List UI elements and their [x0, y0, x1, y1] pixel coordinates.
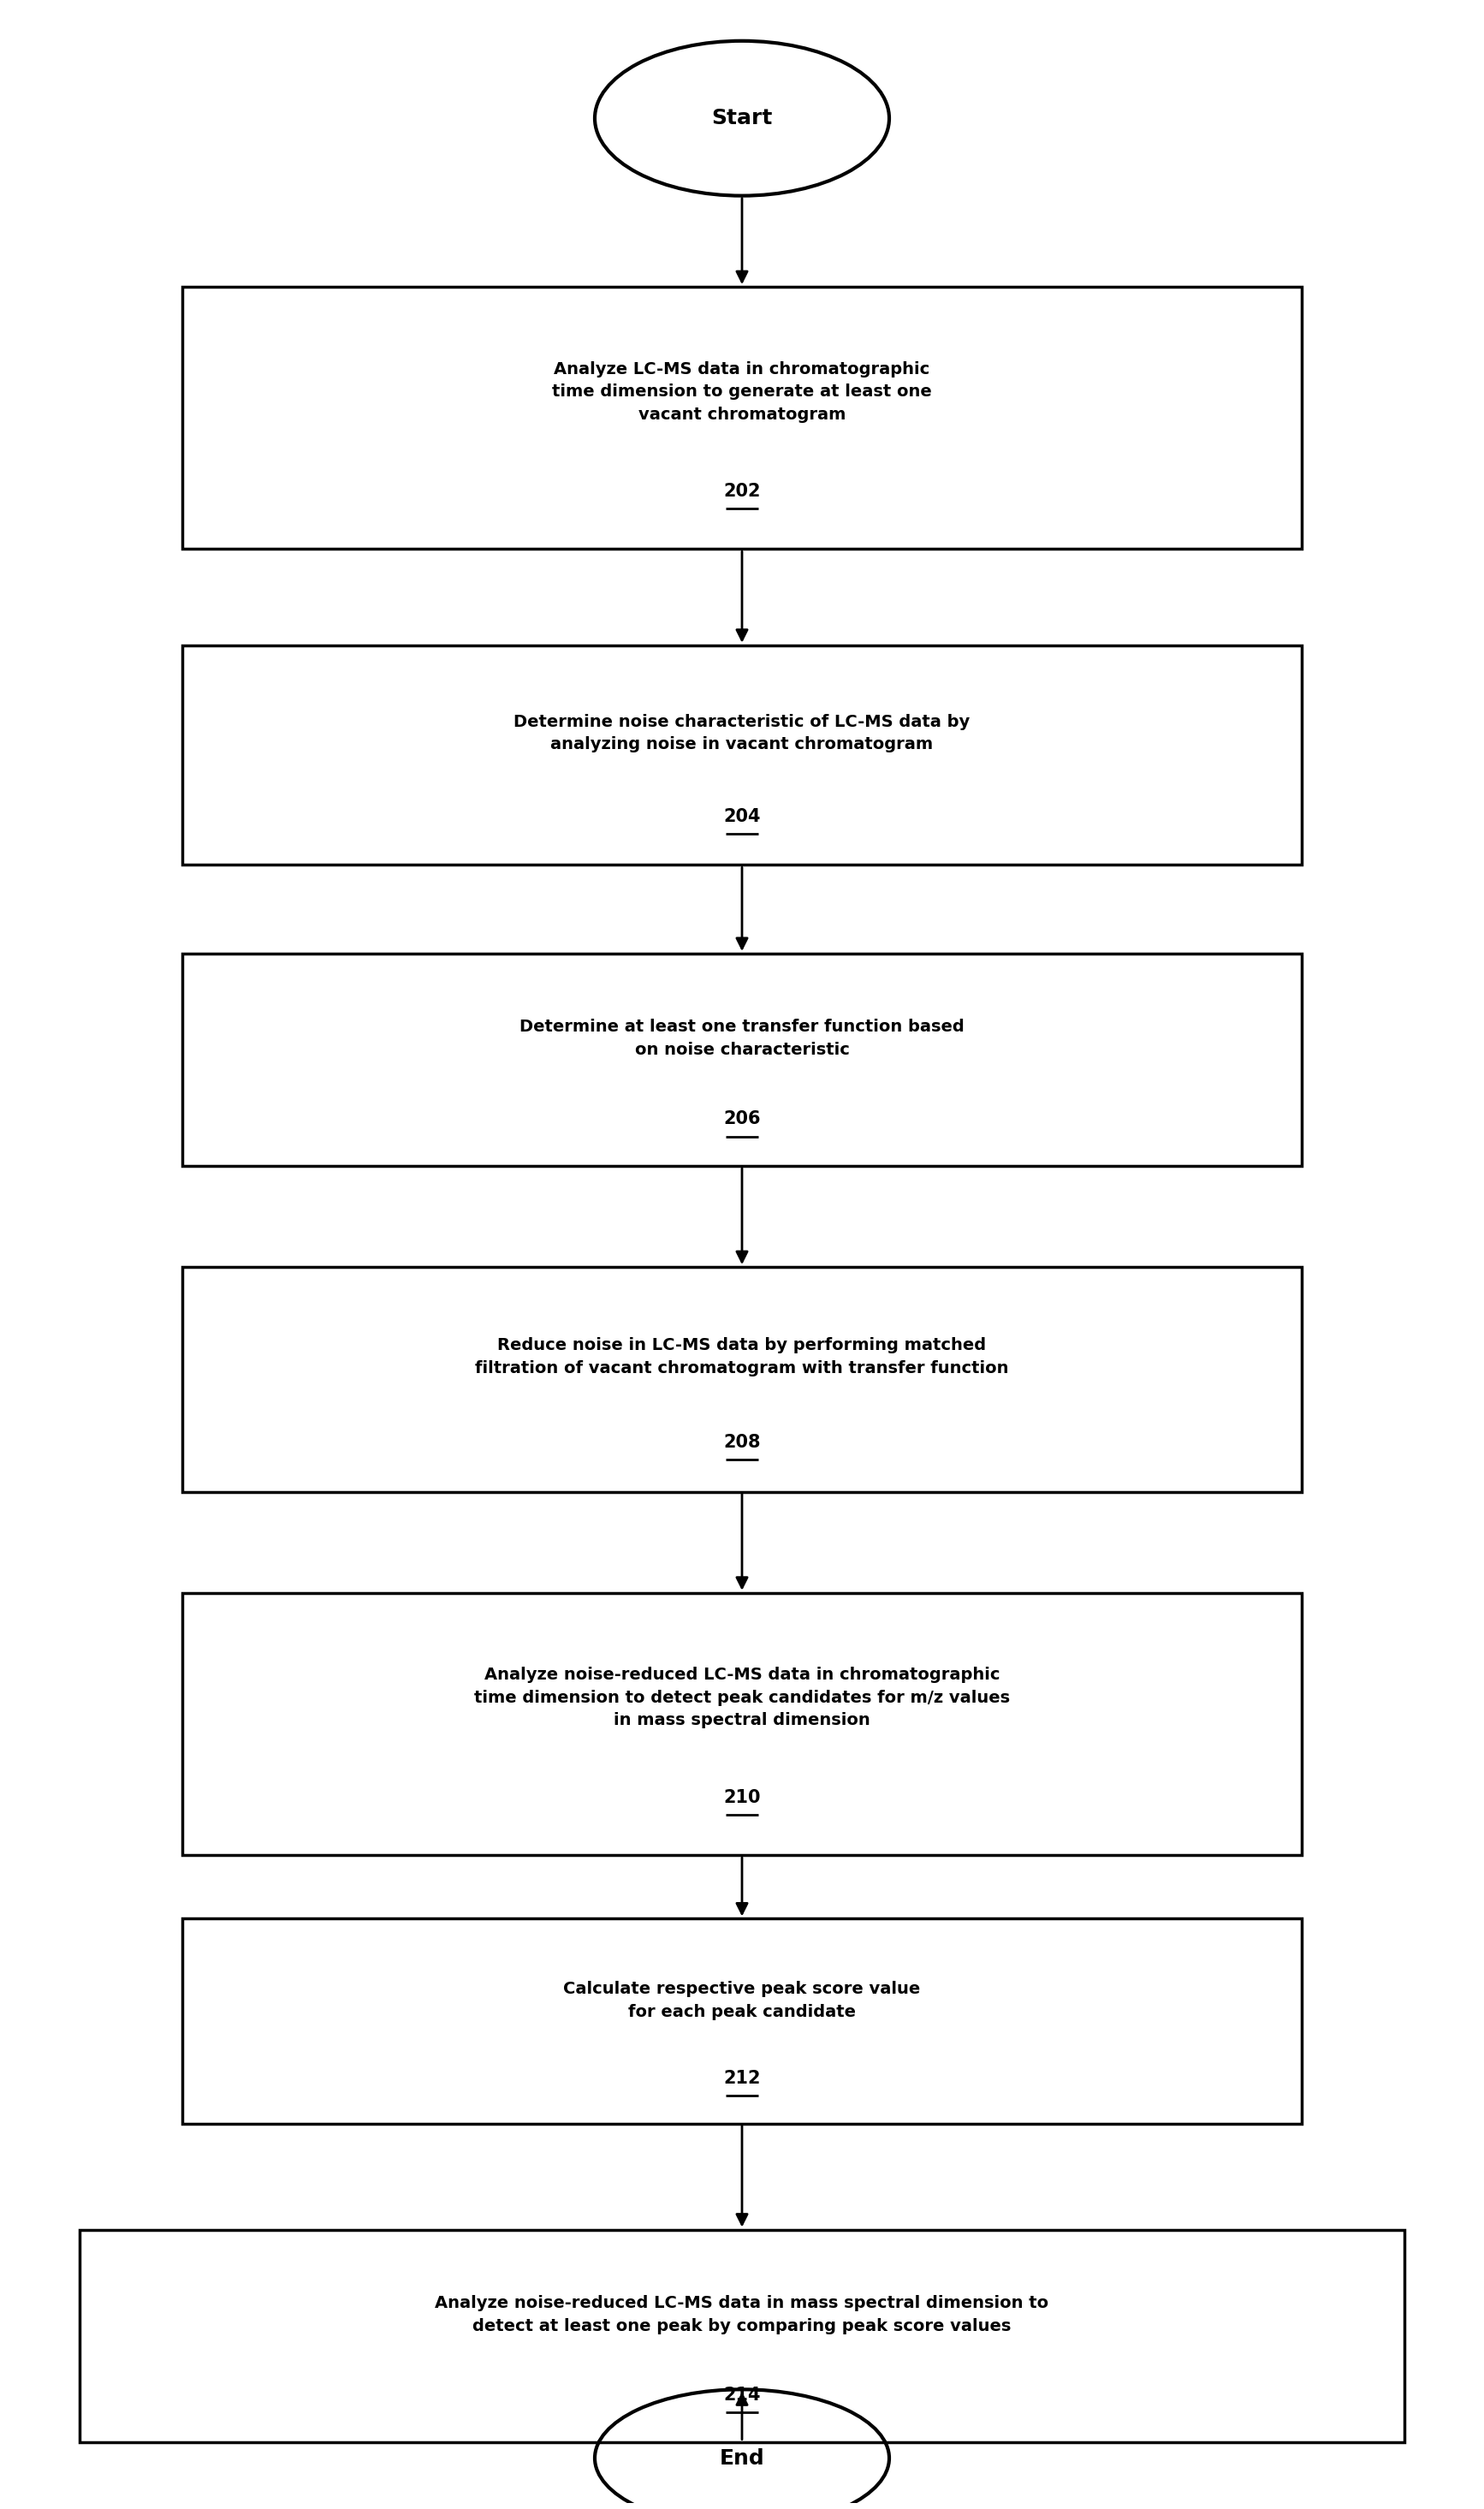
- Text: 206: 206: [723, 1111, 761, 1127]
- Text: Calculate respective peak score value
for each peak candidate: Calculate respective peak score value fo…: [564, 1982, 920, 2020]
- Bar: [183, 645, 1301, 866]
- Text: 208: 208: [723, 1433, 761, 1450]
- Bar: [183, 953, 1301, 1167]
- Bar: [80, 2231, 1404, 2441]
- Text: Analyze LC-MS data in chromatographic
time dimension to generate at least one
va: Analyze LC-MS data in chromatographic ti…: [552, 361, 932, 422]
- Text: 212: 212: [723, 2070, 761, 2087]
- Text: 204: 204: [723, 808, 761, 825]
- Text: End: End: [720, 2449, 764, 2469]
- Bar: [183, 1593, 1301, 1854]
- Text: Reduce noise in LC-MS data by performing matched
filtration of vacant chromatogr: Reduce noise in LC-MS data by performing…: [475, 1337, 1009, 1377]
- Bar: [183, 1267, 1301, 1493]
- Bar: [183, 1919, 1301, 2123]
- Bar: [183, 286, 1301, 549]
- Text: Determine noise characteristic of LC-MS data by
analyzing noise in vacant chroma: Determine noise characteristic of LC-MS …: [513, 713, 971, 753]
- Text: Determine at least one transfer function based
on noise characteristic: Determine at least one transfer function…: [519, 1019, 965, 1059]
- Text: 210: 210: [723, 1789, 761, 1806]
- Text: 202: 202: [723, 482, 761, 499]
- Text: Analyze noise-reduced LC-MS data in chromatographic
time dimension to detect pea: Analyze noise-reduced LC-MS data in chro…: [473, 1666, 1011, 1729]
- Text: Start: Start: [711, 108, 773, 128]
- Text: 214: 214: [723, 2386, 761, 2404]
- Text: Analyze noise-reduced LC-MS data in mass spectral dimension to
detect at least o: Analyze noise-reduced LC-MS data in mass…: [435, 2296, 1049, 2333]
